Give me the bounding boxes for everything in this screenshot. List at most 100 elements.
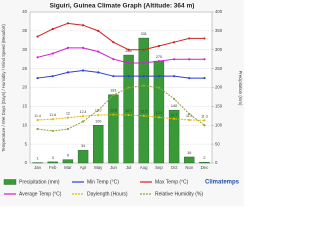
point xyxy=(112,93,115,97)
point xyxy=(97,109,100,112)
bar xyxy=(184,156,195,164)
bar-label: 34 xyxy=(81,144,85,148)
point xyxy=(112,58,115,61)
point-label: 11.4 xyxy=(34,114,41,118)
y-tick-label: 25 xyxy=(22,66,27,71)
x-tick-label: Oct xyxy=(171,165,178,170)
legend-swatch xyxy=(3,179,17,185)
point xyxy=(188,76,191,80)
y-tick-label: 10 xyxy=(22,122,27,127)
bar-label: 2 xyxy=(203,156,205,160)
bar xyxy=(123,54,134,164)
bar-label: 1 xyxy=(37,157,39,161)
x-tick-label: Dec xyxy=(201,165,209,170)
point xyxy=(81,46,85,49)
point xyxy=(97,50,100,53)
x-tick-label: Apr xyxy=(80,165,87,170)
point xyxy=(157,59,161,63)
y2-tick-label: 0 xyxy=(215,160,218,165)
point-label: 12 xyxy=(66,112,70,116)
y-tick-label: 20 xyxy=(22,85,27,90)
bar xyxy=(108,94,119,164)
point xyxy=(51,52,54,55)
point xyxy=(157,75,161,78)
point xyxy=(112,41,115,44)
bar-label: 181 xyxy=(110,89,116,93)
y2-tick-label: 50 xyxy=(215,141,220,146)
point xyxy=(142,61,145,65)
chart-title: Siguiri, Guinea Climate Graph (Altitude:… xyxy=(50,3,195,10)
point xyxy=(188,37,191,40)
point xyxy=(142,48,145,51)
point xyxy=(51,129,54,133)
point xyxy=(172,117,176,120)
bar xyxy=(47,161,58,164)
legend-label: Average Temp (°C) xyxy=(19,191,62,197)
point xyxy=(127,75,130,78)
point xyxy=(97,71,100,74)
page: {"chart_data":{"type":"combo", "title":"… xyxy=(1,2,243,198)
point xyxy=(188,118,191,122)
point xyxy=(142,114,145,117)
point-label: 11.4 xyxy=(186,114,193,118)
point xyxy=(36,118,39,122)
point-label: 12.7 xyxy=(125,109,132,113)
point xyxy=(81,69,85,72)
point xyxy=(66,71,70,74)
point-label: 11.6 xyxy=(49,113,56,117)
point xyxy=(157,86,161,89)
y-tick-label: 5 xyxy=(25,141,28,146)
point xyxy=(36,76,39,80)
bar xyxy=(199,162,210,164)
x-tick-label: Mar xyxy=(64,165,72,170)
point xyxy=(97,29,100,32)
x-tick-label: Sep xyxy=(155,165,163,170)
point xyxy=(51,75,54,78)
y2-tick-label: 300 xyxy=(215,47,223,52)
legend-label: Min Temp (°C) xyxy=(87,179,119,185)
y2-tick-label: 150 xyxy=(215,104,223,109)
bar-label: 286 xyxy=(125,49,131,53)
bar xyxy=(168,109,180,164)
point xyxy=(172,97,176,100)
line xyxy=(37,85,205,132)
bar-label: 16 xyxy=(187,151,191,155)
y-tick-label: 40 xyxy=(22,9,27,14)
point xyxy=(142,75,145,78)
point xyxy=(127,61,130,65)
point xyxy=(127,48,130,51)
point xyxy=(66,127,70,131)
point xyxy=(188,58,191,61)
point xyxy=(112,113,115,116)
y-tick-label: 15 xyxy=(22,104,27,109)
legend-label: Relative Humidity (%) xyxy=(155,191,203,197)
y2-tick-label: 350 xyxy=(215,28,223,33)
point xyxy=(81,115,85,118)
y-tick-label: 35 xyxy=(22,28,27,33)
point xyxy=(66,22,70,25)
x-tick-label: Feb xyxy=(49,165,57,170)
point xyxy=(157,116,161,119)
point xyxy=(172,58,176,61)
bar-label: 100 xyxy=(95,119,101,123)
point xyxy=(51,118,54,121)
y-axis-label: Temperature / Wet Days (Days) / Humidity… xyxy=(1,24,6,152)
y2-axis-label: Precipitation (mm) xyxy=(238,71,243,106)
bar xyxy=(138,37,149,164)
point xyxy=(188,112,191,116)
point xyxy=(112,75,115,78)
bar-label: 140 xyxy=(171,104,177,108)
point-label: 12.4 xyxy=(80,110,87,114)
line xyxy=(37,22,205,51)
y2-tick-label: 200 xyxy=(215,85,223,90)
x-tick-label: Jan xyxy=(34,165,42,170)
point xyxy=(127,86,130,89)
point xyxy=(142,84,145,87)
point xyxy=(81,24,85,27)
point xyxy=(172,75,176,78)
point xyxy=(81,120,85,123)
bar-label: 270 xyxy=(156,55,162,59)
bar xyxy=(77,149,89,164)
point xyxy=(51,27,54,31)
point-label: 12.8 xyxy=(110,109,117,113)
